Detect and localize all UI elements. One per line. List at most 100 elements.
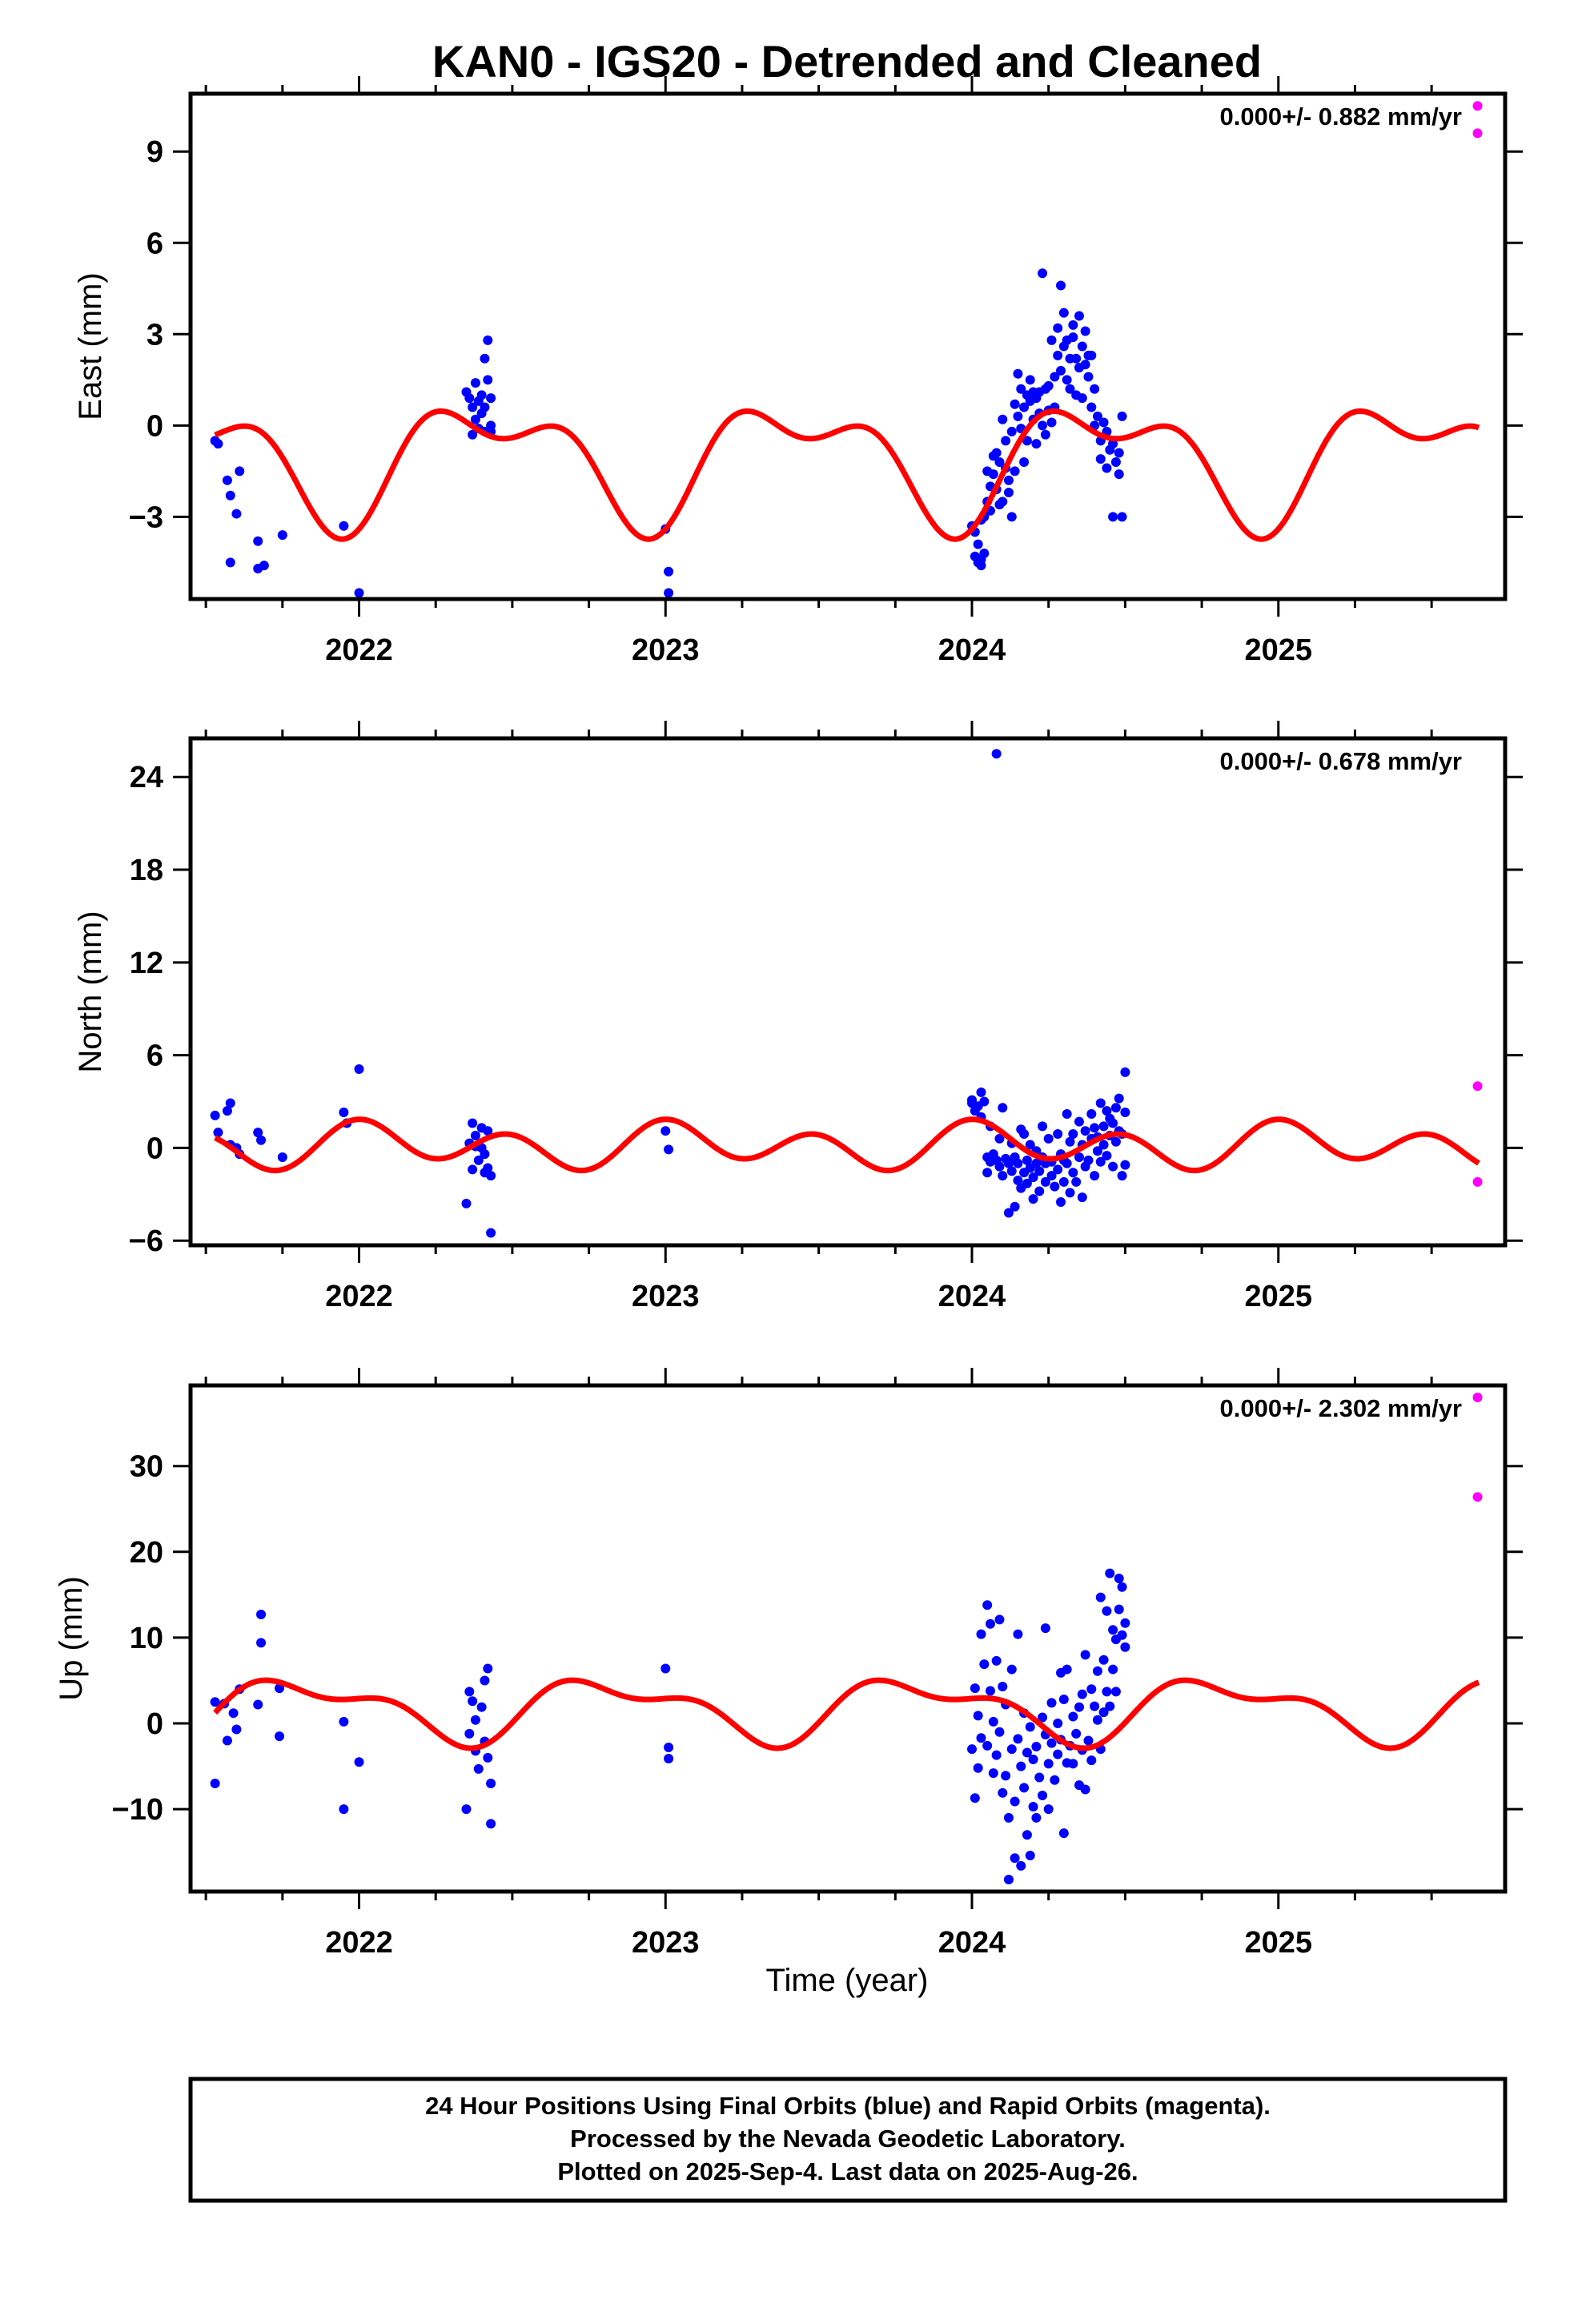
final-orbit-point [1034,1166,1045,1176]
final-orbit-point [998,1103,1008,1113]
x-tick-label: 2025 [1244,1280,1312,1313]
final-orbit-point [1077,1689,1087,1699]
final-orbit-point [1086,1684,1097,1695]
final-orbit-point [994,456,1005,467]
final-orbit-point [470,414,480,424]
final-orbit-point [976,1087,986,1097]
final-orbit-point [1114,469,1124,480]
final-orbit-point [1013,411,1023,421]
final-orbit-point [1065,1136,1075,1147]
panel-north: 2022 2023 2024 2025 −6 0 6 12 18 24 North (mm) 0.00… [73,721,1523,1313]
final-orbit-point [1110,456,1121,467]
final-orbit-point [1083,372,1094,382]
final-orbit-point [1003,1158,1014,1168]
final-orbit-point [1080,1650,1090,1660]
final-orbit-point [1038,1121,1048,1132]
final-orbit-point [1098,1121,1109,1132]
y-tick-label: 6 [147,1039,163,1073]
final-orbit-point [1003,487,1014,497]
final-orbit-point [994,1727,1005,1737]
footnote-box [188,2077,1508,2203]
final-orbit-point [1031,1812,1042,1823]
final-orbit-point [1010,1796,1020,1807]
final-orbit-point [661,1126,671,1136]
final-orbit-point [1080,326,1090,336]
final-orbit-point [1056,1196,1066,1207]
x-tick-label: 2023 [632,1280,700,1313]
final-orbit-point [1016,1860,1026,1871]
final-orbit-point [354,588,364,598]
final-orbit-point [979,1096,990,1107]
final-orbit-point [1003,1208,1014,1218]
final-orbit-point [1053,350,1063,360]
final-orbit-point [473,1155,484,1165]
final-orbit-point [1068,1129,1078,1140]
final-orbit-point [1013,1158,1023,1168]
rapid-orbit-point [1472,1176,1483,1187]
final-orbit-point [486,393,496,404]
final-orbit-point [480,402,490,412]
final-orbit-point [483,1126,493,1136]
footnote-line-3: Plotted on 2025-Sep-4. Last data on 2025… [557,2157,1138,2185]
final-orbit-point [1053,1719,1063,1729]
x-tick-label: 2025 [1244,1926,1312,1960]
final-orbit-point [1105,1701,1115,1711]
final-orbit-point [1074,1702,1084,1712]
final-orbit-point [1013,1175,1023,1185]
y-tick-label: 6 [147,227,163,260]
final-orbit-point [985,1686,995,1696]
panel-up: 2022 2023 2024 2025 −10 0 10 20 30 Up (mm) 0.000+/… [54,1368,1523,1960]
final-orbit-point [1083,1735,1094,1746]
final-orbit-point [1102,463,1112,473]
final-orbit-point [277,1152,287,1162]
velocity-label-east: 0.000+/- 0.882 mm/yr [1220,103,1462,131]
final-orbit-point [1058,1828,1069,1839]
final-orbit-point [1110,1687,1121,1697]
final-orbit-point [1031,1741,1042,1751]
final-orbit-point [1022,1747,1032,1758]
final-orbit-point [1006,426,1017,436]
final-orbit-point [486,1228,496,1238]
final-orbit-point [661,1663,671,1674]
final-orbit-point [1120,1108,1130,1118]
final-orbit-point [979,1659,990,1670]
final-orbit-point [1108,1625,1118,1635]
final-orbit-point [994,1614,1005,1625]
final-orbit-point [1095,454,1106,464]
final-orbit-point [1098,1707,1109,1718]
final-orbit-point [1068,1168,1078,1178]
final-orbit-point [1117,512,1127,522]
final-orbit-point [1046,1698,1057,1708]
final-orbit-point [1092,1715,1102,1725]
final-orbit-point [1003,1875,1014,1885]
final-orbit-point [486,1819,496,1829]
final-orbit-point [973,539,983,549]
final-orbit-point [1031,439,1042,449]
final-orbit-point [1038,420,1048,431]
final-orbit-point [998,414,1008,424]
final-orbit-point [967,1095,978,1105]
final-orbit-point [1016,384,1026,394]
final-orbit-point [982,1168,993,1178]
final-orbit-point [664,1144,674,1155]
y-tick-label: 3 [147,318,163,352]
final-orbit-point [1019,456,1030,467]
final-orbit-point [1028,1801,1038,1811]
final-orbit-point [1108,512,1118,522]
final-orbit-point [470,1715,480,1725]
final-orbit-point [1068,1711,1078,1722]
y-tick-label: 20 [130,1536,163,1570]
final-orbit-point [1006,1664,1017,1675]
final-orbit-point [1040,429,1050,440]
final-orbit-point [468,1164,478,1175]
final-orbit-point [1071,1176,1082,1187]
final-orbit-point [461,1804,472,1815]
final-orbit-point [1114,448,1124,458]
y-tick-label: 24 [130,761,163,794]
x-tick-label: 2025 [1244,633,1312,667]
x-tick-label: 2024 [938,633,1006,667]
final-orbit-point [1028,1755,1038,1765]
final-orbit-point [1080,1126,1090,1136]
x-axis-label: Time (year) [766,1963,929,1998]
final-orbit-point [973,1763,983,1773]
